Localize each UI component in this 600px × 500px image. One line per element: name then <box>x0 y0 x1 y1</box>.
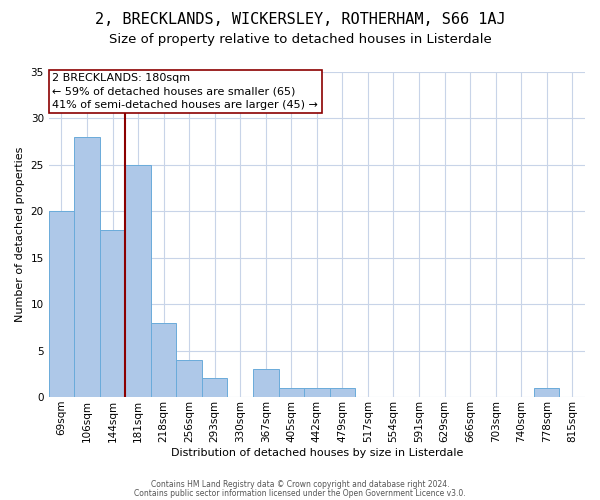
Text: Contains HM Land Registry data © Crown copyright and database right 2024.: Contains HM Land Registry data © Crown c… <box>151 480 449 489</box>
Bar <box>49 211 74 397</box>
Bar <box>74 136 100 397</box>
Bar <box>253 369 278 397</box>
Bar <box>304 388 329 397</box>
Bar <box>278 388 304 397</box>
Bar <box>202 378 227 397</box>
Bar <box>125 164 151 397</box>
Y-axis label: Number of detached properties: Number of detached properties <box>15 146 25 322</box>
Text: Contains public sector information licensed under the Open Government Licence v3: Contains public sector information licen… <box>134 488 466 498</box>
Bar <box>534 388 559 397</box>
Bar <box>100 230 125 397</box>
Text: 2, BRECKLANDS, WICKERSLEY, ROTHERHAM, S66 1AJ: 2, BRECKLANDS, WICKERSLEY, ROTHERHAM, S6… <box>95 12 505 28</box>
Bar <box>176 360 202 397</box>
X-axis label: Distribution of detached houses by size in Listerdale: Distribution of detached houses by size … <box>170 448 463 458</box>
Text: 2 BRECKLANDS: 180sqm
← 59% of detached houses are smaller (65)
41% of semi-detac: 2 BRECKLANDS: 180sqm ← 59% of detached h… <box>52 74 319 110</box>
Bar <box>151 322 176 397</box>
Bar <box>329 388 355 397</box>
Text: Size of property relative to detached houses in Listerdale: Size of property relative to detached ho… <box>109 32 491 46</box>
